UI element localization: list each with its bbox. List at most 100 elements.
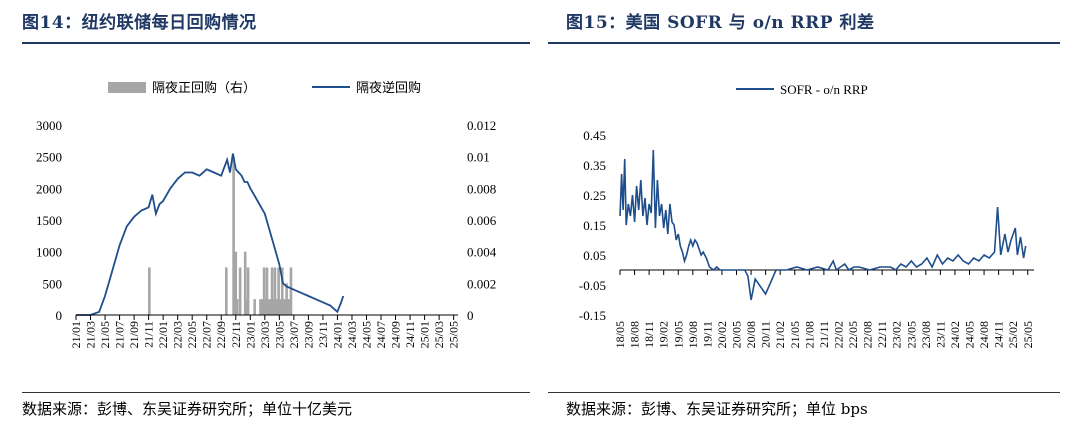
bar [264, 299, 267, 315]
x-axis-tick-label: 19/08 [686, 321, 700, 348]
left-axis-tick-label: 1500 [36, 213, 62, 228]
x-axis-tick-label: 21/08 [802, 321, 816, 348]
x-axis-tick-label: 24/05 [359, 321, 373, 348]
x-axis-tick-label: 22/08 [861, 321, 875, 348]
x-axis-tick-label: 22/09 [214, 321, 228, 348]
bar [238, 267, 242, 315]
legend-line-label: SOFR - o/n RRP [780, 82, 868, 97]
x-axis-tick-label: 18/11 [642, 321, 656, 348]
x-axis-tick-label: 20/11 [759, 321, 773, 348]
line-series-overnight-reverse-repo [76, 153, 345, 316]
bar [148, 267, 151, 315]
x-axis-tick-label: 23/08 [919, 321, 933, 348]
x-axis-tick-label: 24/07 [374, 321, 388, 348]
legend-bar-swatch [108, 82, 146, 93]
left-chart-title: 图14：纽约联储每日回购情况 [22, 13, 257, 33]
x-axis-tick-label: 24/03 [345, 321, 359, 348]
bar [289, 267, 293, 315]
bar [273, 267, 277, 315]
bar [235, 299, 239, 315]
left-axis-tick-label: 1000 [36, 245, 62, 260]
x-axis-tick-label: 23/01 [243, 321, 257, 348]
x-axis-tick-label: 22/11 [229, 321, 243, 348]
bar [269, 299, 272, 315]
x-axis-tick-label: 23/05 [272, 321, 286, 348]
x-axis-tick-label: 25/05 [1021, 321, 1035, 348]
x-axis-tick-label: 19/11 [700, 321, 714, 348]
x-axis-tick-label: 22/03 [171, 321, 185, 348]
right-axis-tick-label: 0.006 [467, 213, 497, 228]
x-axis-tick-label: 22/01 [156, 321, 170, 348]
bar [277, 267, 280, 315]
x-axis-tick-label: 21/11 [142, 321, 156, 348]
right-source-rule [548, 392, 1060, 393]
left-axis-tick-label: 2000 [36, 181, 62, 196]
x-axis-tick-label: 25/03 [432, 321, 446, 348]
y-axis-tick-label: 0.15 [583, 218, 606, 233]
bar [262, 267, 266, 315]
x-axis-tick-label: 25/05 [447, 321, 461, 348]
left-axis-tick-label: 3000 [36, 118, 62, 133]
x-axis-tick-label: 22/02 [831, 321, 845, 348]
x-axis-tick-label: 24/08 [977, 321, 991, 348]
right-axis-tick-label: 0 [467, 308, 474, 323]
x-axis-tick-label: 25/02 [1006, 321, 1020, 348]
x-axis-tick-label: 21/11 [817, 321, 831, 348]
bar [275, 299, 278, 315]
bar [243, 251, 247, 315]
x-axis-tick-label: 21/05 [98, 321, 112, 348]
x-axis-tick-label: 24/01 [330, 321, 344, 348]
x-axis-tick-label: 21/01 [69, 321, 83, 348]
x-axis-tick-label: 18/08 [628, 321, 642, 348]
bar [232, 156, 235, 315]
line-series-sofr-rrp-spread [619, 149, 1027, 301]
left-source-rule [22, 392, 530, 393]
x-axis-tick-label: 19/02 [657, 321, 671, 348]
x-axis-tick-label: 23/09 [301, 321, 315, 348]
x-axis-tick-label: 24/02 [948, 321, 962, 348]
x-axis-tick-label: 23/11 [933, 321, 947, 348]
legend-line-label: 隔夜逆回购 [356, 80, 421, 95]
bar [270, 267, 274, 315]
bar [283, 299, 286, 315]
bar [244, 299, 248, 315]
x-axis-tick-label: 22/05 [185, 321, 199, 348]
y-axis-tick-label: 0.35 [583, 158, 606, 173]
x-axis-tick-label: 23/03 [258, 321, 272, 348]
bar [253, 299, 256, 315]
x-axis-tick-label: 23/11 [316, 321, 330, 348]
x-axis-tick-label: 20/02 [715, 321, 729, 348]
x-axis-tick-label: 24/11 [403, 321, 417, 348]
x-axis-tick-label: 23/05 [904, 321, 918, 348]
right-axis-tick-label: 0.008 [467, 181, 496, 196]
left-axis-tick-label: 0 [56, 308, 63, 323]
x-axis-tick-label: 25/01 [418, 321, 432, 348]
y-axis-tick-label: -0.05 [579, 278, 606, 293]
left-source-note: 数据来源：彭博、东吴证券研究所；单位十亿美元 [22, 400, 353, 418]
y-axis-tick-label: 0.05 [583, 248, 606, 263]
right-axis-tick-label: 0.002 [467, 276, 496, 291]
x-axis-tick-label: 23/02 [890, 321, 904, 348]
bar [246, 267, 250, 315]
x-axis-tick-label: 21/05 [788, 321, 802, 348]
bar [267, 299, 271, 315]
x-axis-tick-label: 20/08 [744, 321, 758, 348]
bar [260, 299, 264, 315]
left-title-rule [22, 42, 530, 44]
bar [272, 299, 275, 315]
right-chart-svg: SOFR - o/n RRP -0.15 -0.05 0.05 0.15 0.25 0.35… [579, 82, 1035, 348]
right-chart-title: 图15：美国 SOFR 与 o/n RRP 利差 [566, 13, 875, 33]
right-axis-tick-label: 0.004 [467, 245, 497, 260]
bar [265, 267, 269, 315]
x-axis-tick-label: 19/05 [671, 321, 685, 348]
bar [234, 251, 238, 315]
right-source-note: 数据来源：彭博、东吴证券研究所；单位 bps [566, 400, 868, 418]
right-axis-tick-label: 0.01 [467, 150, 490, 165]
x-axis-tick-label: 22/07 [200, 321, 214, 348]
x-axis-tick-label: 24/09 [389, 321, 403, 348]
bar [285, 283, 288, 315]
x-axis-tick-label: 21/02 [773, 321, 787, 348]
legend-bar-label: 隔夜正回购（右） [152, 80, 256, 95]
y-axis-tick-label: 0.25 [583, 188, 606, 203]
right-title-rule [548, 42, 1060, 44]
